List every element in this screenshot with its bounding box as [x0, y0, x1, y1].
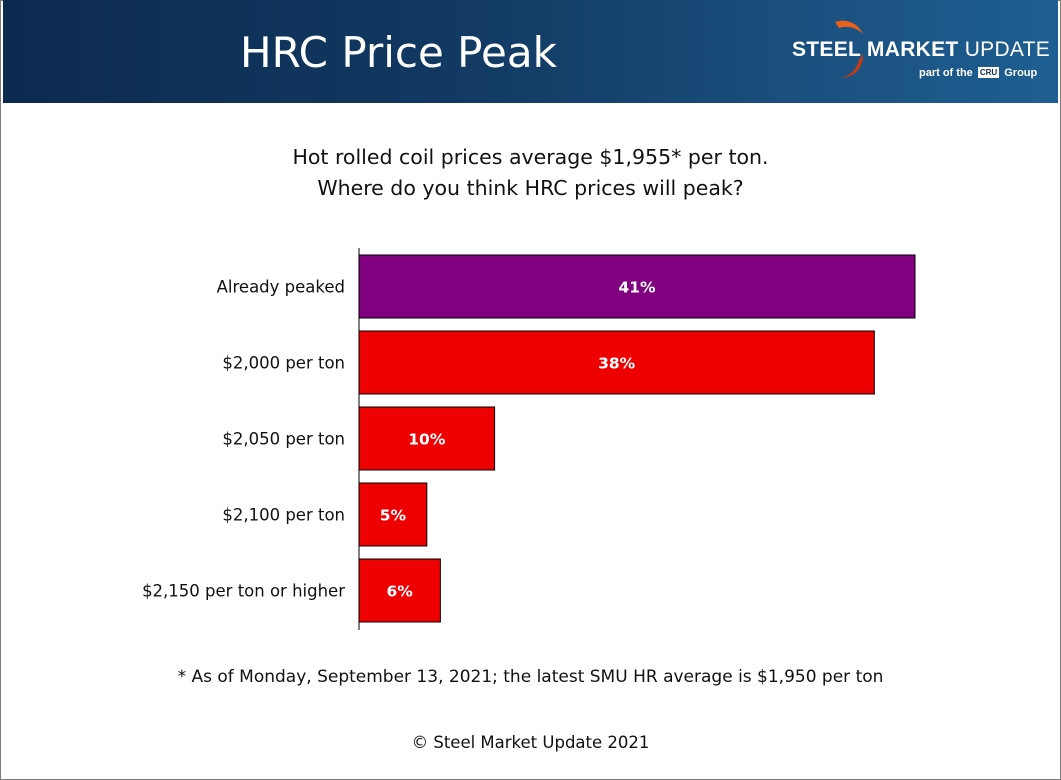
logo-subtitle: part of the CRU Group: [919, 67, 1038, 79]
bar-1: [358, 330, 875, 395]
footnote: * As of Monday, September 13, 2021; the …: [177, 667, 884, 687]
header-banner: HRC Price Peak STEEL MARKET UPDATE part …: [3, 0, 1058, 103]
logo-wordmark: STEEL MARKET UPDATE: [792, 38, 1051, 61]
category-label-1: $2,000 per ton: [222, 354, 345, 373]
data-label-0: 41%: [618, 279, 656, 297]
steel-market-update-logo: STEEL MARKET UPDATE part of the CRU Grou…: [783, 14, 1053, 94]
data-label-3: 5%: [380, 507, 407, 525]
category-label-3: $2,100 per ton: [222, 506, 345, 525]
copyright: © Steel Market Update 2021: [411, 733, 650, 752]
page-title: HRC Price Peak: [240, 28, 557, 77]
bar-2: [358, 406, 496, 471]
logo-swoosh-icon: [835, 20, 864, 79]
bar-chart: Already peaked 41% $2,000 per ton 38% $2,050…: [142, 248, 916, 630]
category-label-0: Already peaked: [217, 278, 345, 297]
category-label-4: $2,150 per ton or higher: [142, 582, 345, 601]
question-line-2: Where do you think HRC prices will peak?: [317, 176, 744, 200]
bar-3: [358, 482, 428, 547]
chart-question: Hot rolled coil prices average $1,955* p…: [0, 142, 1061, 204]
data-label-1: 38%: [598, 355, 636, 373]
data-label-4: 6%: [387, 583, 414, 601]
bar-4: [358, 558, 441, 623]
category-label-2: $2,050 per ton: [222, 430, 345, 449]
data-label-2: 10%: [408, 431, 446, 449]
bar-0: [358, 254, 916, 319]
question-line-1: Hot rolled coil prices average $1,955* p…: [292, 145, 769, 169]
cru-badge: CRU: [977, 67, 1000, 78]
